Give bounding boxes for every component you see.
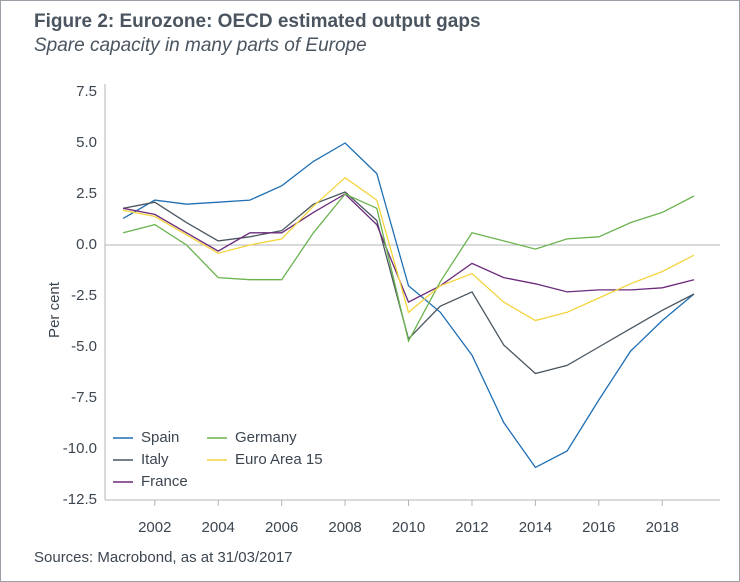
series-line — [122, 176, 695, 322]
y-tick-label: 2.5 — [76, 185, 97, 202]
legend-label: Euro Area 15 — [235, 451, 323, 468]
series-line — [122, 193, 695, 343]
x-tick-label: 2014 — [519, 519, 552, 536]
x-tick-label: 2002 — [138, 519, 171, 536]
y-tick-label: -2.5 — [71, 287, 97, 304]
x-tick-label: 2008 — [328, 519, 361, 536]
series-line — [122, 193, 695, 304]
x-tick-label: 2006 — [265, 519, 298, 536]
legend-label: Italy — [141, 451, 169, 468]
chart-subtitle: Spare capacity in many parts of Europe — [34, 35, 367, 56]
y-tick-label: 0.0 — [76, 236, 97, 253]
x-tick-label: 2016 — [582, 519, 615, 536]
y-tick-label: -12.5 — [63, 491, 97, 508]
y-tick-label: -10.0 — [63, 440, 97, 457]
y-tick-label: 7.5 — [76, 83, 97, 100]
y-tick-label: -5.0 — [71, 338, 97, 355]
legend-label: Spain — [141, 429, 179, 446]
x-tick-label: 2018 — [646, 519, 679, 536]
source: Sources: Macrobond, as at 31/03/2017 — [34, 549, 293, 566]
x-tick-label: 2012 — [455, 519, 488, 536]
legend-label: Germany — [235, 429, 297, 446]
chart-title: Figure 2: Eurozone: OECD estimated outpu… — [34, 11, 481, 32]
x-tick-label: 2010 — [392, 519, 425, 536]
series-line — [122, 142, 695, 469]
x-tick-label: 2004 — [202, 519, 235, 536]
y-tick-label: -7.5 — [71, 389, 97, 406]
y-axis-label: Per cent — [46, 281, 63, 338]
y-tick-label: 5.0 — [76, 134, 97, 151]
legend-label: France — [141, 473, 188, 490]
